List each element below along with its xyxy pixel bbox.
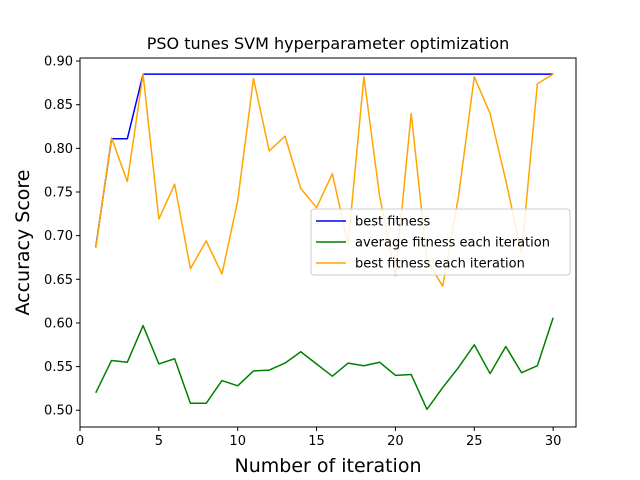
x-tick-label: 10 [229, 434, 246, 449]
y-tick-label: 0.55 [44, 360, 73, 375]
axes: 0 5 10 15 20 25 30 0.50 0.55 0.60 0.65 0.70 0.75 0.80… [44, 55, 577, 449]
series-lines [95, 73, 554, 411]
legend-label: average fitness each iteration [355, 236, 550, 251]
series-line-2 [95, 317, 554, 411]
x-tick-label: 25 [466, 434, 483, 449]
y-tick-label: 0.75 [44, 185, 73, 200]
y-axis-label: Accuracy Score [12, 170, 34, 316]
y-tick-label: 0.90 [44, 55, 73, 70]
legend-label: best fitness [355, 215, 431, 230]
y-tick-label: 0.85 [44, 98, 73, 113]
y-tick-label: 0.60 [44, 316, 73, 331]
y-tick-label: 0.80 [44, 142, 73, 157]
y-tick-label: 0.50 [44, 404, 73, 419]
x-tick-label: 5 [155, 434, 163, 449]
series-line-1 [95, 73, 554, 248]
x-tick-label: 0 [76, 434, 84, 449]
x-tick-label: 30 [545, 434, 562, 449]
legend-box [310, 208, 571, 276]
series-line-3 [95, 73, 554, 288]
x-tick-label: 15 [308, 434, 325, 449]
y-tick-label: 0.65 [44, 273, 73, 288]
chart-title: PSO tunes SVM hyperparameter optimizatio… [147, 34, 510, 53]
y-tick-label: 0.70 [44, 229, 73, 244]
x-tick-label: 20 [387, 434, 404, 449]
plot-frame [79, 57, 577, 428]
legend: best fitness average fitness each iterati… [310, 208, 571, 276]
x-axis-label: Number of iteration [235, 455, 422, 477]
legend-label: best fitness each iteration [355, 257, 525, 272]
